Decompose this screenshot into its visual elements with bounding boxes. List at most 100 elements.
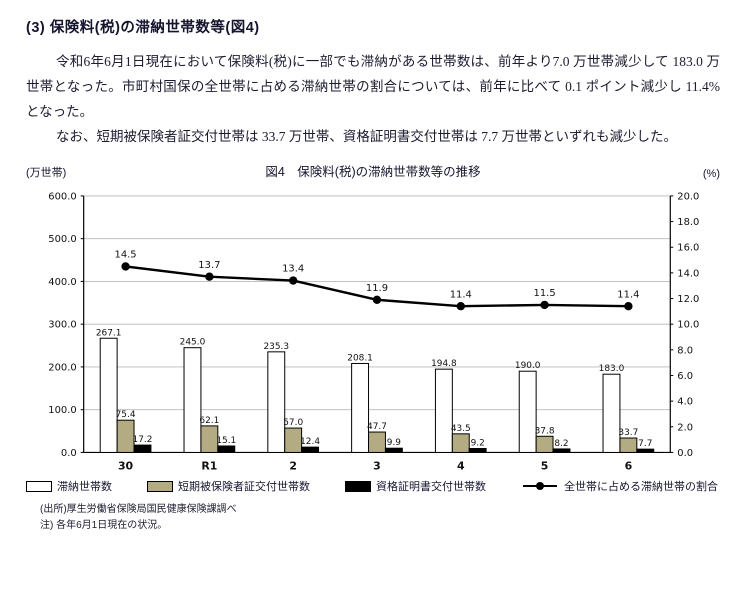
legend-item: 短期被保険者証交付世帯数: [147, 478, 310, 494]
right-axis-tick-label: 6.0: [677, 371, 693, 382]
left-axis-tick-label: 400.0: [48, 277, 76, 288]
bar-value-label: 8.2: [554, 439, 568, 449]
ratio-line-point: [289, 276, 298, 285]
category-label: 2: [289, 459, 297, 472]
category-label: 5: [541, 459, 549, 472]
category-label: 6: [625, 459, 633, 472]
bar: [434, 368, 453, 453]
bar-value-label: 267.1: [96, 328, 122, 338]
bar-value-label: 208.1: [347, 353, 373, 363]
category-label: R1: [201, 459, 217, 472]
left-axis-tick-label: 200.0: [48, 362, 76, 373]
bar-value-label: 75.4: [116, 410, 136, 420]
legend-swatch: [26, 480, 52, 492]
bar: [183, 347, 202, 453]
ratio-value-label: 11.4: [617, 289, 639, 300]
section-heading: (3) 保険料(税)の滞納世帯数等(図4): [26, 20, 260, 36]
legend-item: 滞納世帯数: [26, 478, 112, 494]
body-paragraph-1: 令和6年6月1日現在において保険料(税)に一部でも滞納がある世帯数は、前年より7…: [26, 54, 720, 119]
bar: [552, 448, 571, 453]
bar: [200, 425, 219, 453]
bar-value-label: 245.0: [180, 338, 206, 348]
legend-item: 資格証明書交付世帯数: [345, 478, 486, 494]
left-axis-tick-label: 600.0: [48, 191, 76, 202]
bar-value-label: 62.1: [199, 416, 219, 426]
body-paragraph-2: なお、短期被保険者証交付世帯は 33.7 万世帯、資格証明書交付世帯は 7.7 …: [56, 129, 677, 144]
bar: [284, 427, 303, 453]
right-axis-tick-label: 4.0: [677, 397, 693, 408]
footnotes: (出所)厚生労働省保険局国民健康保険課調べ 注) 各年6月1日現在の状況。: [40, 502, 720, 533]
bar-value-label: 57.0: [283, 418, 303, 428]
bar-value-label: 15.1: [216, 436, 236, 446]
category-label: 30: [118, 459, 134, 472]
date-note: 注) 各年6月1日現在の状況。: [40, 519, 168, 531]
right-axis-tick-label: 12.0: [677, 294, 699, 305]
left-axis-unit-label: (万世帯): [26, 167, 67, 179]
right-axis-tick-label: 8.0: [677, 345, 693, 356]
bar: [267, 351, 286, 453]
ratio-line-point: [624, 302, 633, 311]
ratio-value-label: 11.5: [534, 288, 556, 299]
bar-value-label: 194.8: [431, 359, 457, 369]
ratio-line-point: [372, 295, 382, 304]
right-axis-tick-label: 16.0: [677, 243, 699, 254]
left-axis-tick-label: 500.0: [48, 234, 76, 245]
bar-value-label: 7.7: [638, 439, 652, 449]
ratio-value-label: 11.9: [366, 283, 388, 294]
legend-label: 資格証明書交付世帯数: [376, 481, 486, 494]
category-label: 4: [457, 459, 465, 472]
bar-value-label: 43.5: [451, 424, 471, 434]
left-axis-tick-label: 100.0: [48, 405, 76, 416]
bar: [351, 362, 370, 453]
right-axis-tick-label: 14.0: [677, 268, 699, 279]
right-axis-tick-label: 2.0: [677, 422, 693, 433]
bar: [301, 446, 320, 453]
bar-value-label: 17.2: [133, 435, 153, 445]
legend-swatch: [345, 480, 371, 492]
chart-legend: 滞納世帯数 短期被保険者証交付世帯数 資格証明書交付世帯数 全世帯に占める滞納世帯の割…: [26, 476, 720, 494]
bar-value-label: 9.9: [387, 438, 402, 448]
left-axis-tick-label: 300.0: [48, 320, 76, 331]
bar: [116, 419, 135, 453]
chart-canvas: 0.0 100.0 200.0 300.0 400.0 500.0 600.0 0.0 2.0 4…: [48, 191, 699, 472]
legend-label: 全世帯に占める滞納世帯の割合: [564, 481, 718, 494]
bar: [133, 444, 152, 453]
bar-value-label: 183.0: [599, 364, 625, 374]
ratio-value-label: 13.4: [282, 264, 304, 275]
bar-value-label: 33.7: [618, 428, 638, 438]
bar-value-label: 9.2: [471, 439, 485, 449]
bar: [468, 448, 487, 453]
chart-header: (万世帯) 図4 保険料(税)の滞納世帯数等の推移 (%): [26, 161, 720, 180]
bar: [619, 437, 638, 453]
bar-value-label: 235.3: [263, 342, 289, 352]
bar-value-label: 47.7: [367, 422, 387, 432]
bar: [451, 433, 470, 453]
ratio-line-point: [121, 262, 130, 271]
bar: [636, 448, 655, 453]
ratio-value-label: 14.5: [115, 250, 137, 261]
source-note: (出所)厚生労働省保険局国民健康保険課調べ: [40, 504, 237, 516]
bar: [99, 337, 118, 453]
bar: [217, 445, 236, 453]
ratio-value-label: 11.4: [450, 289, 472, 300]
bar: [535, 435, 554, 453]
chart-title: 図4 保険料(税)の滞納世帯数等の推移: [265, 165, 481, 179]
right-axis-tick-label: 20.0: [677, 191, 699, 202]
bar: [368, 431, 386, 453]
right-axis-tick-label: 10.0: [677, 320, 699, 331]
ratio-line-point: [205, 272, 214, 281]
figure-4: (万世帯) 図4 保険料(税)の滞納世帯数等の推移 (%) 0.0 100.0 20…: [26, 161, 720, 494]
bar-value-label: 37.8: [535, 426, 555, 436]
bar: [602, 373, 621, 453]
legend-item: 全世帯に占める滞納世帯の割合: [521, 478, 718, 494]
legend-label: 滞納世帯数: [57, 481, 112, 494]
right-axis-unit-label: (%): [702, 168, 720, 180]
ratio-line-point: [540, 300, 549, 310]
category-label: 3: [373, 459, 381, 472]
bar: [518, 370, 537, 453]
report-page: (3) 保険料(税)の滞納世帯数等(図4) 令和6年6月1日現在において保険料(…: [26, 20, 720, 533]
bar-value-label: 190.0: [515, 361, 541, 371]
legend-label: 短期被保険者証交付世帯数: [178, 481, 310, 494]
left-axis-tick-label: 0.0: [61, 448, 77, 459]
legend-line-marker-icon: [523, 482, 557, 491]
